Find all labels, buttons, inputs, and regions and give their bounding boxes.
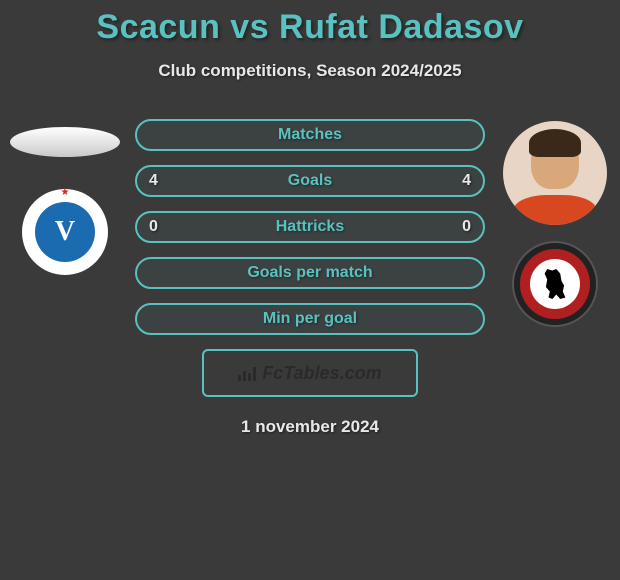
stat-label: Min per goal	[263, 310, 357, 328]
viktoria-badge: V	[35, 202, 95, 262]
star-icon: ★	[61, 187, 70, 198]
left-player-column: ★ V	[0, 119, 130, 275]
brand-label: FcTables.com	[262, 363, 381, 384]
stat-left-value: 4	[149, 172, 158, 190]
bear-icon	[542, 269, 568, 299]
comparison-panel: ★ V Matches 4 Goals 4	[0, 119, 620, 397]
brand-box[interactable]: FcTables.com	[202, 349, 418, 397]
dynamo-badge	[520, 249, 590, 319]
viktoria-v-letter: V	[55, 216, 75, 248]
stat-left-value: 0	[149, 218, 158, 236]
stat-row-goals: 4 Goals 4	[135, 165, 485, 197]
stat-label: Goals	[288, 172, 332, 190]
right-club-logo	[512, 241, 598, 327]
page-title: Scacun vs Rufat Dadasov	[0, 0, 620, 47]
left-player-avatar-placeholder	[10, 127, 120, 157]
bar-chart-icon	[238, 365, 258, 381]
stat-row-goals-per-match: Goals per match	[135, 257, 485, 289]
player-hair	[529, 129, 581, 157]
stat-right-value: 0	[462, 218, 471, 236]
stat-row-min-per-goal: Min per goal	[135, 303, 485, 335]
stat-row-matches: Matches	[135, 119, 485, 151]
subtitle: Club competitions, Season 2024/2025	[0, 61, 620, 81]
stat-label: Matches	[278, 126, 342, 144]
player-jersey	[513, 195, 597, 225]
right-player-avatar	[503, 121, 607, 225]
dynamo-inner-circle	[530, 259, 580, 309]
stat-rows: Matches 4 Goals 4 0 Hattricks 0 Goals pe…	[135, 119, 485, 397]
stat-row-hattricks: 0 Hattricks 0	[135, 211, 485, 243]
stat-label: Hattricks	[276, 218, 344, 236]
left-club-logo: ★ V	[22, 189, 108, 275]
right-player-column	[490, 119, 620, 327]
stat-label: Goals per match	[247, 264, 372, 282]
stat-right-value: 4	[462, 172, 471, 190]
date-label: 1 november 2024	[0, 417, 620, 437]
